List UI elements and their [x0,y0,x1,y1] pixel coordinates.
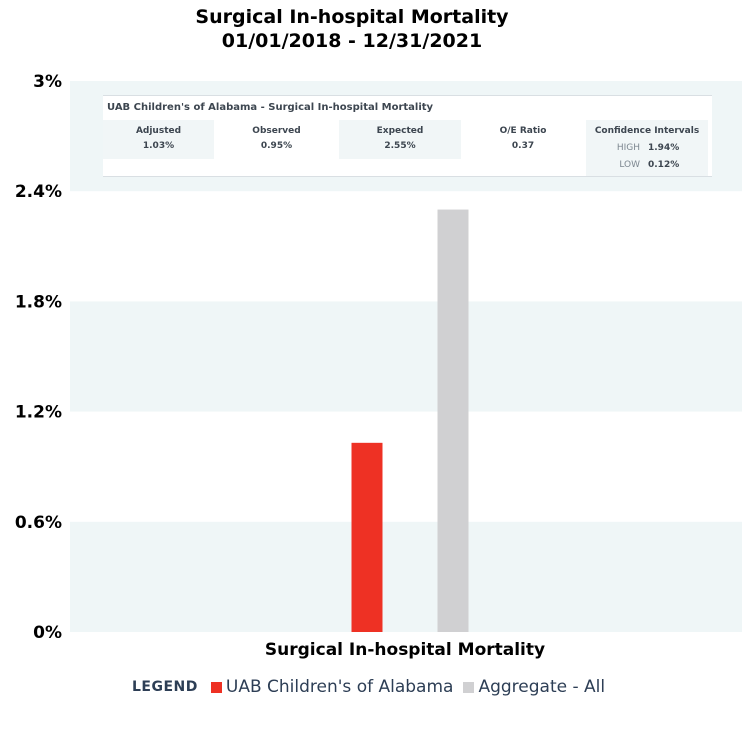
y-tick-label: 1.2% [15,403,62,423]
ci-high-value: 1.94% [648,143,680,153]
y-tick-label: 0% [33,623,62,643]
legend-item-uab[interactable]: UAB Children's of Alabama [210,677,454,697]
oe-ratio-value: 0.37 [511,141,535,151]
ci-low-label: LOW [619,160,640,170]
y-axis-ticks: 0% 0.6% 1.2% 1.8% 2.4% 3% [15,72,62,643]
observed-value: 0.95% [260,141,293,151]
y-tick-label: 1.8% [15,292,62,312]
expected-value: 2.55% [384,141,416,151]
bar-aggregate[interactable] [437,209,469,633]
chart-title-line-2: 01/01/2018 - 12/31/2021 [222,30,482,52]
expected-column: Expected 2.55% [339,120,461,159]
ci-high-label: HIGH [616,143,640,153]
x-category-label: Surgical In-hospital Mortality [265,640,545,660]
adjusted-header: Adjusted [135,126,182,136]
legend-label-uab: UAB Children's of Alabama [225,677,454,697]
y-tick-label: 2.4% [15,182,62,202]
legend-item-aggregate[interactable]: Aggregate - All [463,677,605,697]
legend-title: LEGEND [132,679,198,695]
legend-swatch-aggregate [463,681,475,693]
bar-uab[interactable] [351,442,383,632]
ci-low-value: 0.12% [648,160,680,170]
chart-title-line-1: Surgical In-hospital Mortality [195,6,509,28]
oe-ratio-header: O/E Ratio [499,126,547,136]
expected-header: Expected [376,126,424,136]
grid-band [70,301,742,412]
grid-band [70,521,742,632]
observed-column: Observed 0.95% [219,120,334,159]
summary-table: UAB Children's of Alabama - Surgical In-… [103,95,712,177]
oe-ratio-column: O/E Ratio 0.37 [465,120,581,159]
y-tick-label: 3% [33,72,62,92]
adjusted-column: Adjusted 1.03% [103,120,214,159]
confidence-intervals-column: Confidence Intervals HIGH 1.94% LOW 0.12… [586,120,708,176]
bars [351,209,469,633]
legend: LEGEND UAB Children's of Alabama Aggrega… [132,676,615,698]
observed-header: Observed [252,126,301,136]
legend-swatch-uab [210,681,222,693]
ci-header: Confidence Intervals [594,126,700,136]
summary-table-title: UAB Children's of Alabama - Surgical In-… [107,102,434,113]
y-tick-label: 0.6% [15,513,62,533]
adjusted-value: 1.03% [142,141,175,151]
legend-label-aggregate: Aggregate - All [478,677,606,697]
